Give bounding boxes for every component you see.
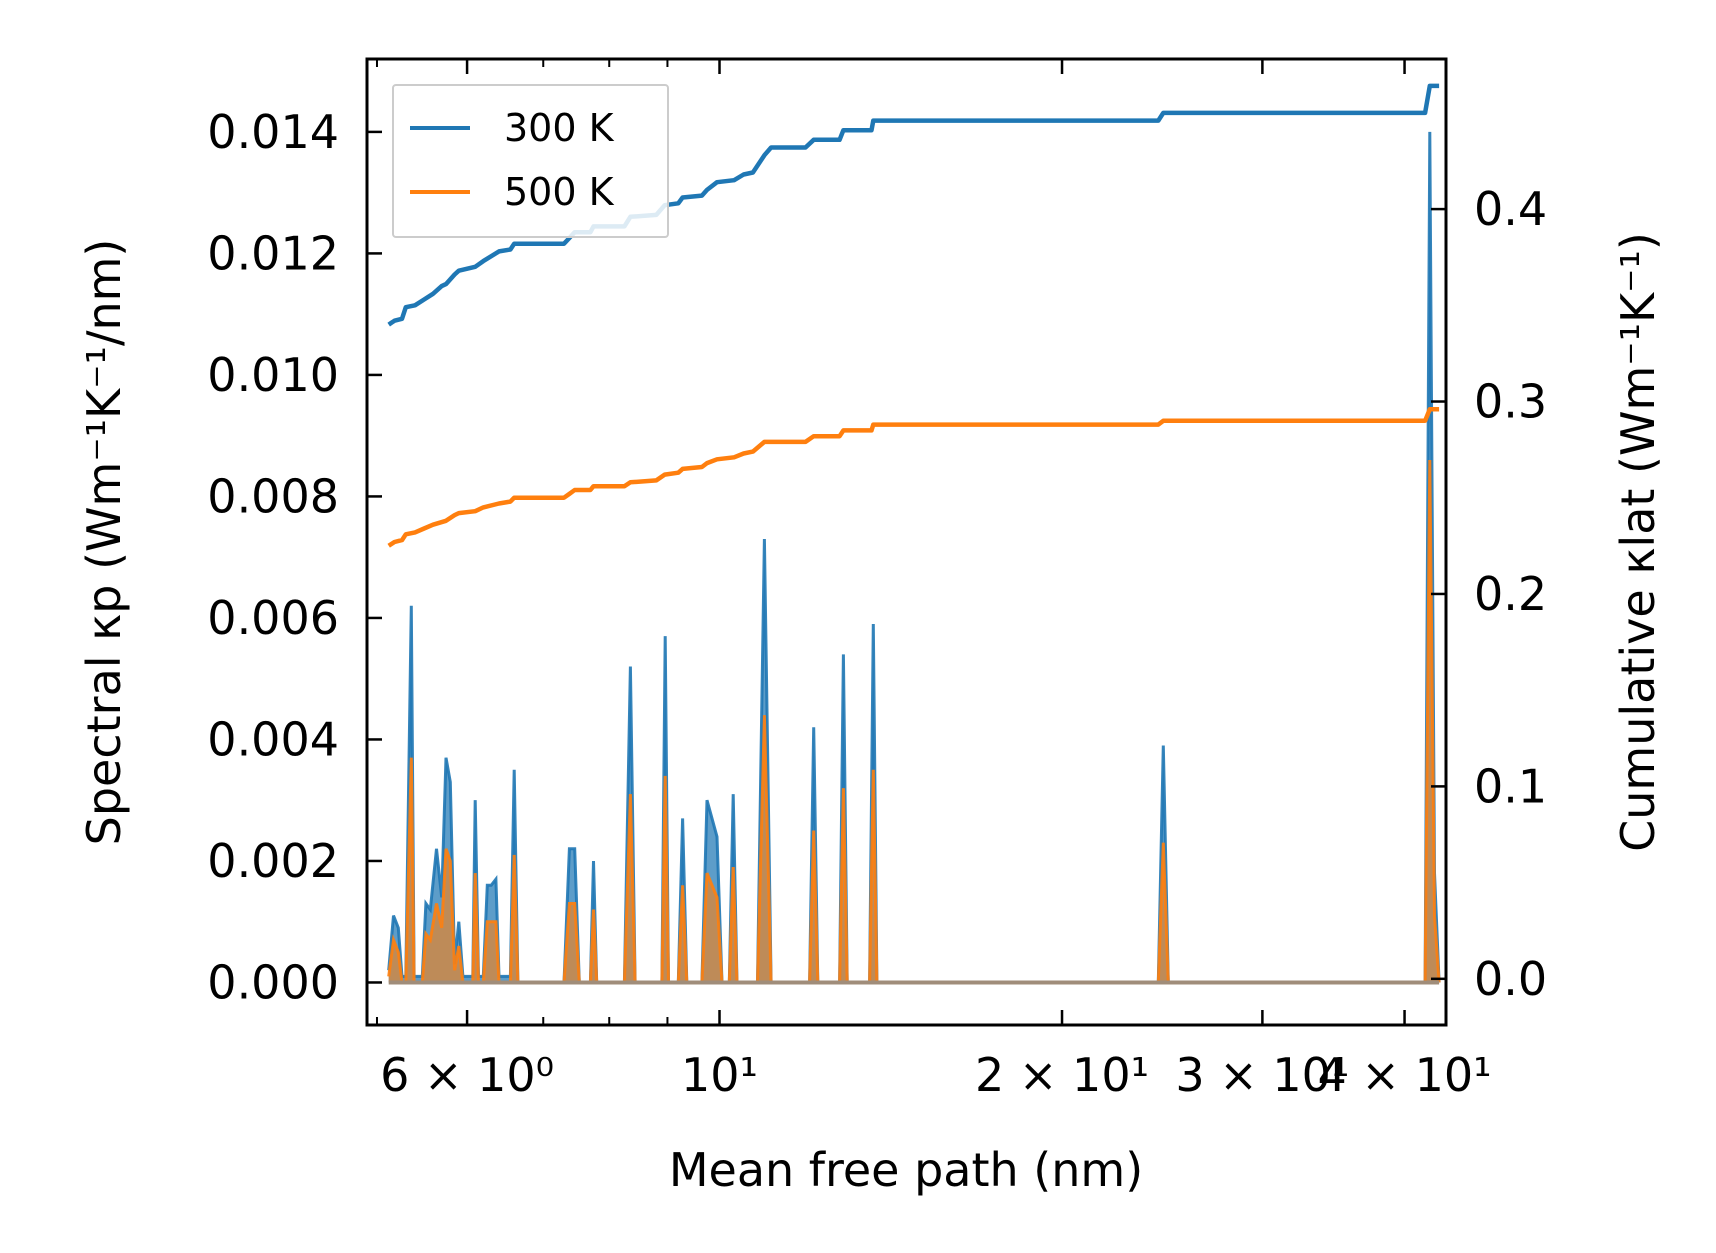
legend-label-500k: 500 K (504, 170, 615, 214)
x-tick-label: 10¹ (681, 1048, 758, 1102)
spectral-layer (387, 131, 1441, 985)
ticks-layer: 0.000 0.002 0.004 0.006 0.008 0.010 0.012 0.014… (207, 59, 1547, 1102)
y-left-tick-label: 0.010 (207, 348, 339, 402)
legend-frame (392, 84, 669, 238)
plot-frame (365, 57, 1448, 1027)
y-left-tick-label: 0.000 (207, 955, 339, 1009)
y-right-tick-label: 0.4 (1474, 182, 1547, 236)
y-left-tick-label: 0.006 (207, 591, 339, 645)
x-tick-label: 3 × 10¹ (1175, 1048, 1349, 1102)
x-tick-label: 2 × 10¹ (975, 1048, 1149, 1102)
spectral-area-300k (388, 131, 1440, 983)
y-left-tick-label: 0.012 (207, 226, 339, 280)
y-right-tick-label: 0.0 (1474, 952, 1547, 1006)
y-left-tick-label: 0.004 (207, 712, 339, 766)
y-left-tick-label: 0.014 (207, 105, 339, 159)
y-left-tick-label: 0.008 (207, 469, 339, 523)
x-tick-label: 6 × 10⁰ (380, 1048, 554, 1102)
x-tick-label: 4 × 10¹ (1318, 1048, 1492, 1102)
spectral-area-500k (388, 460, 1440, 983)
y-right-tick-label: 0.2 (1474, 567, 1547, 621)
cumulative-line-500k (387, 406, 1440, 548)
legend-label-300k: 300 K (504, 106, 615, 150)
legend: 300 K 500 K (392, 84, 669, 238)
y-right-tick-label: 0.1 (1474, 759, 1547, 813)
y-right-tick-label: 0.3 (1474, 375, 1547, 429)
x-axis-title: Mean free path (nm) (669, 1143, 1143, 1197)
y-axis-right-title: Cumulative κlat (Wm⁻¹K⁻¹) (1611, 232, 1665, 852)
y-left-tick-label: 0.002 (207, 834, 339, 888)
y-axis-left-title: Spectral κp (Wm⁻¹K⁻¹/nm) (77, 239, 131, 846)
